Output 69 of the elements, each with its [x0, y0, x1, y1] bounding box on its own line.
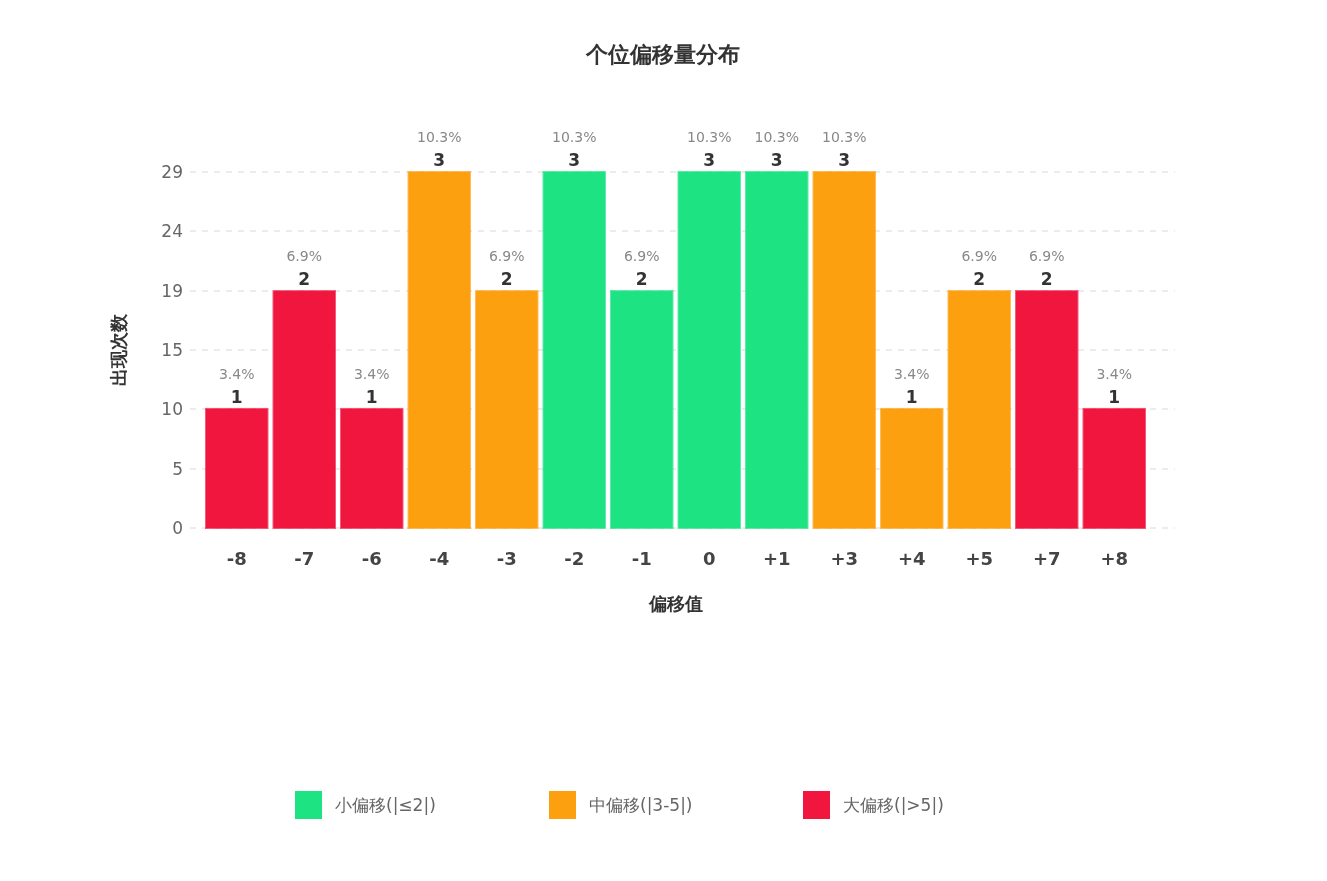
annotation: 10.3% [417, 129, 462, 145]
x-tick-label: -4 [429, 548, 450, 569]
annotation: 2 [635, 269, 648, 290]
bar [880, 407, 944, 529]
x-axis-title: 偏移值 [648, 593, 703, 614]
y-tick-label: 29 [161, 162, 183, 182]
annotation: 2 [973, 269, 986, 290]
bar [272, 290, 336, 529]
y-tick-label: 24 [161, 220, 183, 241]
annotation: 3.4% [1096, 365, 1133, 382]
annotation: 6.9% [1028, 248, 1065, 265]
legend-label: 大偏移(|>5|) [843, 795, 944, 815]
bar [1082, 407, 1146, 529]
bar [947, 290, 1011, 529]
x-tick-label: +3 [830, 548, 859, 569]
x-tick-label: +7 [1032, 548, 1061, 569]
annotation: 3.4% [893, 365, 930, 382]
annotation: 1 [365, 386, 378, 407]
y-axis-title: 出现次数 [108, 313, 129, 386]
y-tick-label: 15 [161, 340, 183, 360]
legend-label: 小偏移(|≤2|) [335, 795, 436, 815]
annotation: 2 [298, 269, 311, 290]
annotation: 3 [770, 150, 783, 170]
annotation: 6.9% [961, 248, 998, 265]
annotation: 3.4% [218, 365, 255, 382]
bar [407, 171, 471, 529]
annotation: 1 [905, 386, 918, 407]
annotation: 3 [568, 150, 581, 170]
annotation: 3 [703, 150, 716, 170]
bar [475, 290, 539, 529]
annotation: 2 [500, 269, 513, 290]
legend-label: 中偏移(|3-5|) [589, 795, 693, 815]
annotation: 3 [433, 150, 446, 170]
annotation: 10.3% [552, 129, 597, 145]
annotation: 6.9% [488, 248, 525, 265]
bar [677, 171, 741, 529]
bar [1015, 290, 1079, 529]
annotation: 10.3% [754, 129, 799, 145]
y-tick-label: 0 [172, 518, 183, 538]
bar [610, 290, 674, 529]
x-tick-label: -8 [226, 548, 247, 569]
y-tick-label: 10 [161, 398, 183, 419]
x-tick-label: -3 [496, 548, 517, 569]
x-tick-label: 0 [702, 548, 716, 569]
x-tick-label: +1 [762, 548, 791, 569]
bar [812, 171, 876, 529]
annotation: 10.3% [822, 129, 867, 145]
annotation: 1 [230, 386, 243, 407]
annotation: 3.4% [353, 365, 390, 382]
bar [205, 407, 269, 529]
annotation: 10.3% [687, 129, 732, 145]
annotation: 6.9% [286, 248, 323, 265]
x-tick-label: -6 [361, 548, 382, 569]
x-tick-label: -7 [294, 548, 315, 569]
bar [542, 171, 606, 529]
y-tick-label: 19 [161, 281, 183, 302]
x-tick-label: -1 [631, 548, 652, 569]
x-tick-label: +8 [1100, 548, 1129, 569]
annotation: 6.9% [623, 248, 660, 265]
annotation: 3 [838, 150, 851, 170]
bar [340, 407, 404, 529]
x-tick-label: +4 [897, 548, 926, 569]
x-tick-label: -2 [564, 548, 585, 569]
annotation: 1 [1108, 386, 1121, 407]
chart-title: 个位偏移量分布 [585, 42, 740, 67]
y-tick-label: 5 [172, 459, 183, 480]
bar [745, 171, 809, 529]
annotation: 2 [1040, 269, 1053, 290]
x-tick-label: +5 [965, 548, 994, 569]
